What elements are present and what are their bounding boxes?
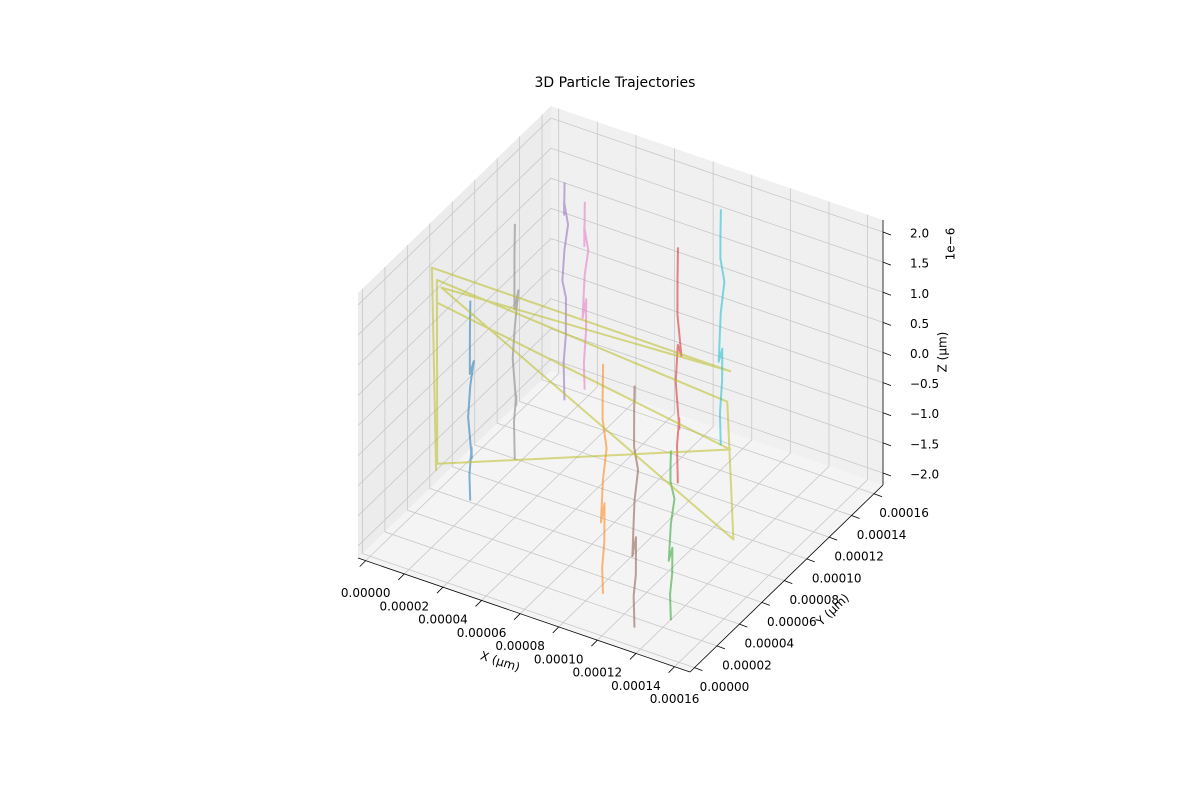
- grid-line: [635, 201, 830, 654]
- x-tick: [475, 600, 482, 607]
- z-tick: [882, 261, 892, 266]
- trajectory: [511, 223, 520, 460]
- grid-line: [558, 174, 753, 628]
- chart-title: 3D Particle Trajectories: [535, 75, 696, 91]
- x-tick-label: 0.00012: [573, 666, 623, 680]
- z-tick: [882, 291, 892, 296]
- x-tick: [436, 586, 444, 594]
- y-tick: [716, 645, 726, 650]
- x-tick: [552, 626, 560, 634]
- z-tick: [882, 412, 892, 417]
- z-tick-label: −1.0: [910, 407, 939, 421]
- y-tick: [694, 667, 703, 672]
- trajectory: [631, 385, 640, 628]
- grid-line: [357, 238, 884, 426]
- x-tick: [513, 613, 521, 620]
- trajectory: [667, 450, 676, 621]
- y-tick-label: 0.00016: [879, 506, 929, 520]
- y-tick-label: 0.00012: [834, 550, 884, 564]
- z-tick: [882, 322, 892, 326]
- z-tick: [882, 382, 892, 386]
- axis-line: [689, 484, 884, 673]
- grid-line: [362, 288, 695, 669]
- y-tick-label: 0.00008: [789, 593, 839, 607]
- grid-line: [357, 147, 884, 336]
- z-tick-label: 0.0: [910, 347, 929, 361]
- trajectory: [430, 266, 735, 541]
- x-tick: [359, 560, 367, 567]
- y-tick: [761, 602, 770, 606]
- y-tick: [873, 493, 883, 498]
- grid-line: [406, 245, 740, 625]
- grid-line: [357, 268, 884, 456]
- grid-line: [365, 108, 560, 561]
- x-tick: [398, 573, 405, 581]
- trajectory: [467, 300, 475, 501]
- x-tick: [591, 639, 598, 647]
- z-tick-label: 1.5: [910, 257, 929, 271]
- grid-line: [474, 179, 807, 560]
- grid-line: [357, 117, 884, 306]
- pane-floor: [358, 371, 883, 672]
- z-tick: [882, 442, 892, 447]
- x-tick-label: 0.00008: [495, 639, 545, 653]
- grid-line: [597, 188, 791, 641]
- z-axis-label: Z (μm): [936, 332, 950, 373]
- grid-line: [404, 121, 598, 575]
- x-tick-label: 0.00014: [611, 679, 661, 693]
- z-tick: [882, 352, 892, 356]
- x-tick-label: 0.00004: [418, 613, 468, 627]
- y-tick: [784, 580, 793, 585]
- x-tick-label: 0.00006: [457, 626, 507, 640]
- x-tick-label: 0.00002: [380, 599, 430, 613]
- z-tick: [882, 231, 892, 236]
- z-tick-label: 1.0: [910, 287, 929, 301]
- z-tick-label: −1.5: [910, 437, 939, 451]
- y-tick-label: 0.00010: [812, 571, 862, 585]
- y-tick-label: 0.00000: [700, 680, 750, 694]
- z-tick-label: −0.5: [910, 377, 939, 391]
- x-tick-label: 0.00016: [650, 692, 700, 706]
- z-tick-label: −2.0: [910, 467, 939, 481]
- y-tick-label: 0.00004: [745, 637, 795, 651]
- trajectory: [599, 363, 608, 594]
- x-tick: [629, 653, 637, 660]
- grid-line: [496, 158, 830, 538]
- trajectory: [561, 182, 570, 401]
- grid-line: [384, 266, 718, 647]
- grid-line: [357, 298, 884, 487]
- y-tick: [739, 623, 748, 628]
- grid-line: [519, 136, 852, 516]
- grid-line: [357, 177, 884, 366]
- z-tick-label: 0.5: [910, 317, 929, 331]
- y-tick-label: 0.00006: [767, 615, 817, 629]
- z-offset-label: 1e−6: [944, 228, 958, 261]
- grid-line: [481, 148, 675, 601]
- grid-line: [674, 214, 868, 667]
- grid-line: [357, 207, 884, 396]
- trajectory: [717, 209, 726, 446]
- grid-line: [541, 114, 875, 495]
- y-tick: [851, 515, 860, 519]
- x-tick: [668, 666, 675, 673]
- grid-line: [429, 223, 762, 603]
- trajectory: [581, 201, 590, 390]
- axis-line: [357, 557, 691, 673]
- z-tick-label: 2.0: [910, 227, 929, 241]
- y-tick-label: 0.00002: [722, 658, 772, 672]
- x-tick-label: 0.00010: [534, 652, 584, 666]
- y-tick: [806, 558, 815, 563]
- grid-line: [519, 161, 714, 614]
- y-tick-label: 0.00014: [857, 528, 907, 542]
- trajectory: [674, 247, 683, 484]
- grid-line: [442, 135, 637, 588]
- z-tick: [882, 472, 892, 477]
- y-tick: [828, 536, 838, 541]
- x-tick-label: 0.00000: [341, 586, 391, 600]
